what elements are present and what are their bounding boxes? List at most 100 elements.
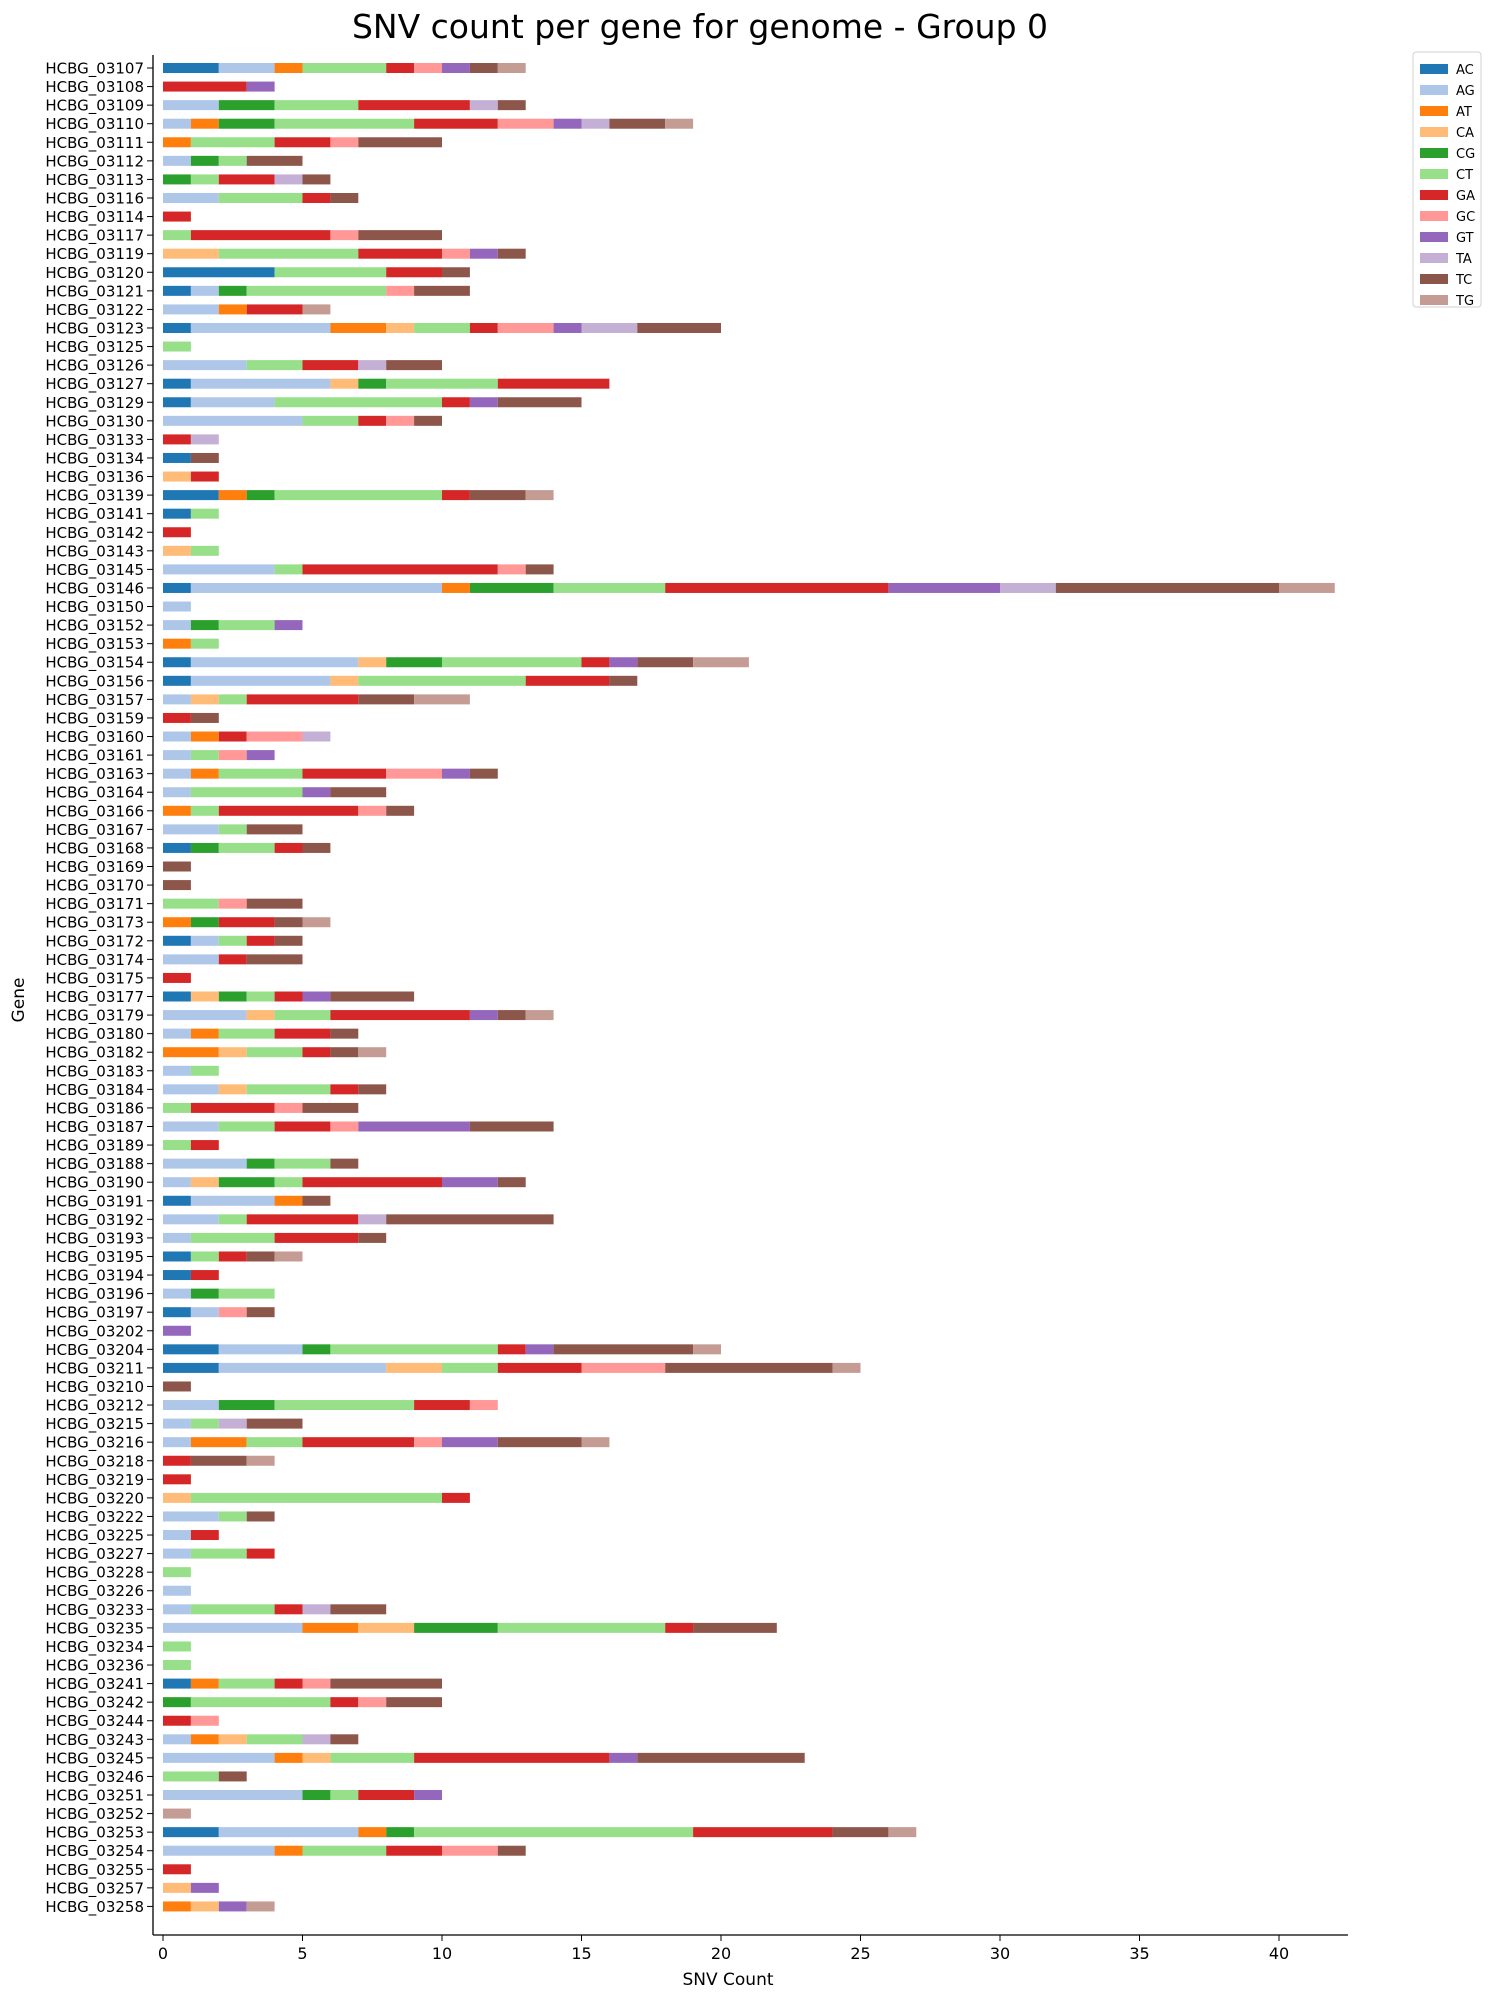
bar-segment-HCBG_03153-CT: [190, 638, 219, 649]
y-tick-label: HCBG_03186: [45, 1099, 144, 1118]
legend-label-GC: GC: [1456, 210, 1475, 225]
bar-segment-HCBG_03204-AG: [218, 1344, 303, 1355]
y-tick-label: HCBG_03153: [45, 635, 144, 654]
bar-segment-HCBG_03243-CA: [218, 1734, 247, 1745]
bar-segment-HCBG_03164-CT: [190, 787, 303, 798]
legend-swatch-TA: [1420, 253, 1448, 263]
y-tick-label: HCBG_03258: [45, 1898, 144, 1917]
y-tick-label: HCBG_03141: [45, 505, 144, 524]
bar-segment-HCBG_03177-GA: [274, 991, 303, 1002]
bar-segment-HCBG_03253-AG: [218, 1827, 359, 1838]
y-tick-label: HCBG_03211: [45, 1359, 144, 1378]
bar-segment-HCBG_03160-TA: [302, 731, 331, 742]
bar-segment-HCBG_03113-TA: [274, 174, 303, 185]
bar-segment-HCBG_03218-TG: [246, 1455, 275, 1466]
bar-segment-HCBG_03190-GA: [302, 1177, 442, 1188]
bar-segment-HCBG_03220-GA: [442, 1492, 470, 1503]
bar-segment-HCBG_03156-CA: [330, 675, 359, 686]
bar-segment-HCBG_03245-GT: [609, 1752, 638, 1763]
legend-swatch-GT: [1420, 232, 1448, 242]
bar-segment-HCBG_03243-TC: [330, 1734, 359, 1745]
y-tick-label: HCBG_03253: [45, 1824, 144, 1843]
bar-segment-HCBG_03121-CT: [246, 285, 387, 296]
bar-segment-HCBG_03110-AT: [190, 118, 219, 129]
bar-segment-HCBG_03160-GA: [218, 731, 247, 742]
bar-segment-HCBG_03121-AG: [190, 285, 219, 296]
bar-segment-HCBG_03116-AG: [163, 192, 219, 203]
y-tick-label: HCBG_03175: [45, 969, 144, 988]
legend-swatch-GC: [1420, 211, 1448, 221]
y-tick-label: HCBG_03145: [45, 561, 144, 580]
y-tick-label: HCBG_03159: [45, 709, 144, 728]
bar-segment-HCBG_03245-CA: [302, 1752, 331, 1763]
y-tick-label: HCBG_03127: [45, 375, 144, 394]
bar-segment-HCBG_03146-GA: [665, 582, 889, 593]
bar-segment-HCBG_03177-AC: [163, 991, 191, 1002]
bar-segment-HCBG_03126-TA: [358, 360, 387, 371]
bar-segment-HCBG_03126-CT: [246, 360, 303, 371]
y-tick-label: HCBG_03194: [45, 1267, 144, 1286]
legend-label-TC: TC: [1455, 273, 1472, 288]
bar-segment-HCBG_03120-AC: [163, 267, 275, 278]
bar-segment-HCBG_03120-CT: [274, 267, 387, 278]
y-tick-label: HCBG_03222: [45, 1508, 144, 1527]
bar-segment-HCBG_03245-GA: [414, 1752, 610, 1763]
bar-segment-HCBG_03139-TG: [525, 490, 554, 501]
bar-segment-HCBG_03211-GA: [497, 1362, 582, 1373]
bar-segment-HCBG_03141-CT: [190, 508, 219, 519]
bar-segment-HCBG_03258-GT: [218, 1901, 247, 1912]
bar-segment-HCBG_03107-AT: [274, 63, 303, 73]
y-tick-label: HCBG_03111: [45, 134, 144, 153]
bar-segment-HCBG_03139-CG: [246, 490, 275, 501]
bar-segment-HCBG_03242-GA: [330, 1697, 359, 1708]
bar-segment-HCBG_03242-GC: [358, 1697, 387, 1708]
bar-segment-HCBG_03166-AT: [163, 805, 191, 816]
bar-segment-HCBG_03130-TC: [414, 415, 442, 426]
bar-segment-HCBG_03243-CT: [246, 1734, 303, 1745]
legend-swatch-AC: [1420, 64, 1448, 74]
bar-segment-HCBG_03197-AC: [163, 1307, 191, 1318]
x-tick-label: 10: [432, 1944, 452, 1963]
y-tick-label: HCBG_03121: [45, 282, 144, 301]
y-tick-label: HCBG_03170: [45, 877, 144, 896]
bar-segment-HCBG_03170-TC: [163, 880, 191, 891]
bar-segment-HCBG_03218-TC: [190, 1455, 247, 1466]
bar-segment-HCBG_03192-TC: [386, 1214, 554, 1225]
bar-segment-HCBG_03130-AG: [163, 415, 303, 426]
bar-segment-HCBG_03235-AT: [302, 1622, 359, 1633]
bar-segment-HCBG_03117-GA: [190, 230, 331, 241]
bar-segment-HCBG_03139-GA: [442, 490, 470, 501]
y-axis-label: Gene: [9, 978, 29, 1023]
bar-segment-HCBG_03167-CT: [218, 824, 247, 835]
bar-segment-HCBG_03184-CA: [218, 1084, 247, 1095]
legend-label-CT: CT: [1456, 168, 1473, 183]
bar-segment-HCBG_03145-TC: [525, 564, 554, 575]
y-tick-label: HCBG_03245: [45, 1749, 144, 1768]
bar-segment-HCBG_03171-GC: [218, 898, 247, 909]
y-tick-label: HCBG_03116: [45, 189, 144, 208]
x-tick-label: 5: [297, 1944, 307, 1963]
legend-swatch-CG: [1420, 148, 1448, 158]
bar-segment-HCBG_03111-AT: [163, 137, 191, 148]
bar-segment-HCBG_03153-AT: [163, 638, 191, 649]
bar-segment-HCBG_03169-TC: [163, 861, 191, 872]
bar-segment-HCBG_03146-GT: [888, 582, 1000, 593]
bar-segment-HCBG_03123-TC: [637, 322, 721, 333]
bar-segment-HCBG_03142-GA: [163, 527, 191, 538]
y-tick-label: HCBG_03234: [45, 1638, 144, 1657]
bar-segment-HCBG_03156-GA: [525, 675, 610, 686]
bar-segment-HCBG_03156-TC: [609, 675, 638, 686]
bar-segment-HCBG_03172-AC: [163, 935, 191, 946]
bar-segment-HCBG_03177-GT: [302, 991, 331, 1002]
bar-segment-HCBG_03126-AG: [163, 360, 247, 371]
bar-segment-HCBG_03219-GA: [163, 1474, 191, 1485]
bar-segment-HCBG_03157-TG: [414, 694, 470, 705]
bar-segment-HCBG_03233-GA: [274, 1604, 303, 1615]
legend-swatch-TG: [1420, 295, 1448, 305]
bar-segment-HCBG_03180-AT: [190, 1028, 219, 1039]
bar-segment-HCBG_03193-CT: [190, 1232, 275, 1243]
bar-segment-HCBG_03211-TG: [832, 1362, 861, 1373]
bar-segment-HCBG_03174-AG: [163, 954, 219, 965]
bar-segment-HCBG_03143-CT: [190, 545, 219, 556]
